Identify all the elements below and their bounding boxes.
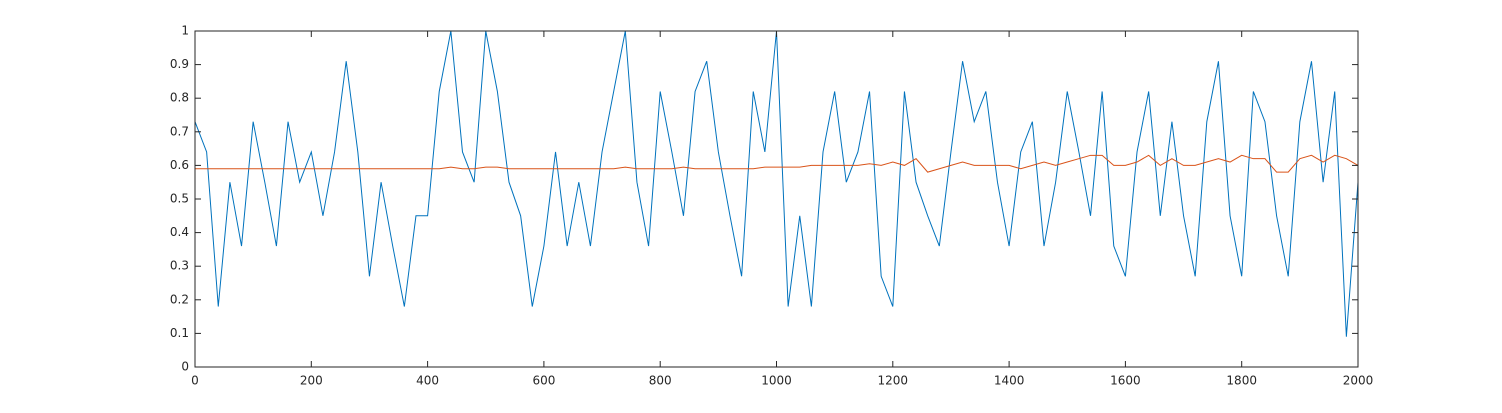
- y-tick-label: 0.5: [170, 192, 189, 206]
- y-tick-label: 0.6: [170, 158, 189, 172]
- x-tick-label: 2000: [1343, 374, 1374, 388]
- plot-area: [195, 31, 1358, 367]
- x-tick-label: 1600: [1110, 374, 1141, 388]
- y-tick-label: 0.2: [170, 292, 189, 306]
- y-tick-label: 0.7: [170, 124, 189, 138]
- y-tick-label: 0.8: [170, 91, 189, 105]
- x-tick-label: 400: [416, 374, 439, 388]
- x-tick-label: 0: [191, 374, 199, 388]
- y-tick-label: 0: [181, 360, 189, 374]
- x-tick-label: 1800: [1226, 374, 1257, 388]
- x-tick-label: 1400: [994, 374, 1025, 388]
- x-tick-label: 1000: [761, 374, 792, 388]
- x-tick-label: 800: [649, 374, 672, 388]
- x-tick-label: 1200: [878, 374, 909, 388]
- x-tick-label: 200: [300, 374, 323, 388]
- y-tick-label: 0.3: [170, 259, 189, 273]
- y-tick-label: 0.9: [170, 57, 189, 71]
- x-tick-label: 600: [532, 374, 555, 388]
- data-line: [195, 154, 1359, 173]
- y-tick-label: 0.1: [170, 326, 189, 340]
- y-tick-label: 1: [181, 24, 189, 38]
- y-tick-label: 0.4: [170, 225, 189, 239]
